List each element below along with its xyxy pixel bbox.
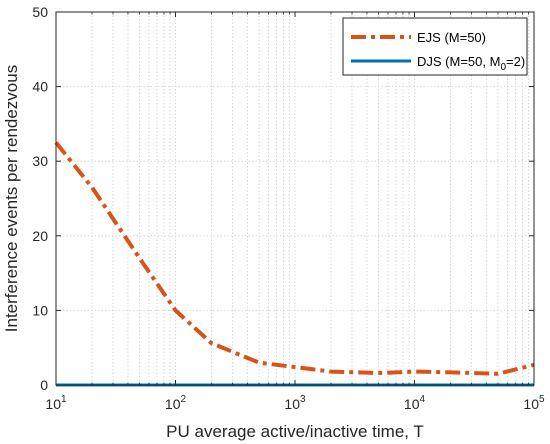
legend: EJS (M=50) DJS (M=50, M0=2): [342, 17, 528, 76]
x-tick-label: 102: [165, 394, 187, 412]
y-tick-label: 20: [32, 228, 48, 244]
y-tick-label: 50: [32, 4, 48, 20]
x-axis-label: PU average active/inactive time, T: [166, 422, 424, 441]
y-tick-label: 0: [40, 377, 48, 393]
legend-label-djs-tail: =2): [506, 54, 525, 69]
x-tick-label: 103: [284, 394, 306, 412]
legend-label-djs-main: DJS (M=50, M: [417, 54, 500, 69]
legend-box: [342, 17, 528, 76]
x-tick-label: 104: [404, 394, 426, 412]
legend-label-djs: DJS (M=50, M0=2): [417, 54, 525, 73]
grid: [56, 12, 534, 385]
ticks: [55, 11, 535, 386]
y-tick-label: 10: [32, 302, 48, 318]
y-tick-label: 40: [32, 79, 48, 95]
series-ejs: [54, 141, 535, 376]
tick-labels: 101 102 103 104 105 0 10 20 30 40 50: [32, 4, 545, 412]
y-axis-label: Interference events per rendezvous: [2, 65, 21, 332]
legend-label-ejs: EJS (M=50): [417, 30, 486, 45]
legend-label-djs-sub: 0: [500, 62, 506, 73]
x-tick-label: 101: [45, 394, 67, 412]
y-tick-label: 30: [32, 153, 48, 169]
x-tick-label: 105: [523, 394, 545, 412]
